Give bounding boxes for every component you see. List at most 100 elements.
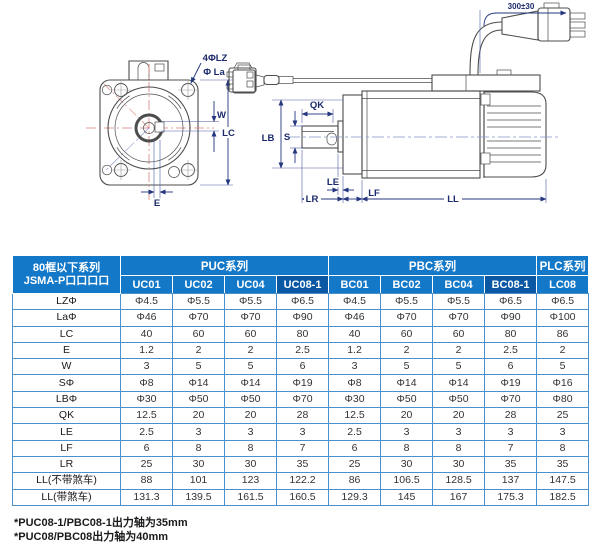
dim-label-body-length: LL [447,194,459,205]
spec-value-cell: 161.5 [224,488,277,506]
dim-label-cable-length: 300±30 [508,2,535,11]
spec-row: LaΦ Φ46 Φ70 Φ70 Φ90 Φ46 Φ70 Φ70 Φ90 Φ100 [12,309,590,327]
spec-row-label: LE [12,423,121,441]
spec-value-cell: 3 [432,423,486,441]
dim-label-flange-thickness: LF [368,188,380,199]
series-header-cell: PBC系列 [328,255,538,276]
spec-row: LL(不带煞车) 88 101 123 122.2 86 106.5 128.5 137 147.… [12,472,590,490]
spec-value-cell: Φ50 [432,390,486,409]
spec-row-label: LBΦ [12,390,121,409]
spec-value-cell: Φ14 [380,374,434,392]
spec-value-cell: Φ6.5 [484,292,538,311]
spec-value-cell: 3 [120,358,173,376]
cooling-fins [487,105,541,163]
spec-row-label: LF [12,439,121,457]
spec-row-label: QK [12,407,121,425]
dim-label-shaft-diameter: S [284,132,290,143]
dim-label-shaft-length: LR [306,194,319,205]
spec-value-cell: 8 [172,439,225,457]
footnotes: *PUC08-1/PBC08-1出力轴为35mm *PUC08/PBC08出力轴… [14,516,188,544]
spec-value-cell: 2.5 [275,341,330,360]
spec-value-cell: 2 [432,341,486,360]
spec-value-cell: 128.5 [432,472,486,490]
spec-value-cell: 131.3 [120,488,173,506]
spec-table-head: 80框以下系列 JSMA-P口口口口 PUC系列 PBC系列 PLC系列 UC01 UC02… [12,255,590,294]
spec-value-cell: 3 [328,358,382,376]
spec-row-label: W [12,358,121,376]
spec-value-cell: 147.5 [536,472,590,490]
corner-title-line2: JSMA-P口口口口 [23,274,110,287]
spec-value-cell: 60 [432,325,486,343]
spec-value-cell: 167 [432,488,486,506]
spec-value-cell: 3 [380,423,434,441]
spec-value-cell: 3 [172,423,225,441]
dim-label-boss: LE [327,177,339,188]
dim-label-frame-size: LC [222,128,235,139]
spec-value-cell: 175.3 [484,488,538,506]
spec-value-cell: 1.2 [328,341,382,360]
series-header-cell: PLC系列 [536,255,590,276]
spec-value-cell: 30 [172,455,225,474]
spec-value-cell: 8 [536,439,590,457]
spec-value-cell: 30 [380,455,434,474]
spec-value-cell: 5 [380,358,434,376]
spec-value-cell: 101 [172,472,225,490]
spec-value-cell: Φ5.5 [432,292,486,311]
spec-value-cell: Φ50 [380,390,434,409]
spec-row-label: LL(不带煞车) [12,472,121,490]
mounting-holes [101,80,198,180]
spec-value-cell: Φ30 [328,390,382,409]
spec-value-cell: 20 [172,407,225,425]
corner-title-line1: 80框以下系列 [32,261,101,274]
power-cable [469,2,586,76]
spec-value-cell: 8 [380,439,434,457]
spec-value-cell: 30 [432,455,486,474]
spec-value-cell: Φ4.5 [120,292,173,311]
spec-value-cell: Φ14 [432,374,486,392]
spec-value-cell: 106.5 [380,472,434,490]
spec-value-cell: 3 [224,423,277,441]
spec-value-cell: 7 [484,439,538,457]
model-header-cell: BC04 [432,275,486,294]
spec-value-cell: Φ70 [484,390,538,409]
motor-front-view: 4ΦLZ Φ La W LC E [86,53,256,209]
spec-value-cell: 40 [120,325,173,343]
spec-row-label: E [12,341,121,360]
keyway-notch [154,121,165,133]
spec-value-cell: Φ4.5 [328,292,382,311]
spec-value-cell: 28 [275,407,330,425]
spec-value-cell: 40 [328,325,382,343]
spec-row: LZΦ Φ4.5 Φ5.5 Φ5.5 Φ6.5 Φ4.5 Φ5.5 Φ5.5 Φ6.5 Φ6.5 [12,292,590,311]
spec-table: 80框以下系列 JSMA-P口口口口 PUC系列 PBC系列 PLC系列 UC01 UC02… [12,255,590,506]
spec-value-cell: 3 [536,423,590,441]
dim-label-key-length: QK [310,100,324,111]
model-header-cell: UC04 [224,275,277,294]
spec-value-cell: Φ50 [172,390,225,409]
series-header-cell: PUC系列 [119,255,330,276]
dim-label-key-width: W [217,110,226,121]
spec-value-cell: Φ19 [275,374,330,392]
spec-value-cell: 6 [484,358,538,376]
spec-value-cell: 2 [536,341,590,360]
motor-side-view: 300±30 LB S QK [228,2,586,205]
spec-row: LL(带煞车) 131.3 139.5 161.5 160.5 129.3 145 167 17… [12,488,590,506]
spec-row: LE 2.5 3 3 3 2.5 3 3 3 3 [12,423,590,441]
spec-value-cell: 2.5 [120,423,173,441]
spec-row-label: SΦ [12,374,121,392]
spec-value-cell: Φ8 [120,374,173,392]
spec-row: LR 25 30 30 35 25 30 30 35 35 [12,455,590,474]
spec-value-cell: Φ90 [484,309,538,327]
spec-value-cell: 60 [380,325,434,343]
spec-value-cell: 80 [275,325,330,343]
spec-value-cell: 2 [172,341,225,360]
spec-value-cell: 12.5 [328,407,382,425]
model-header-cell: BC01 [328,275,382,294]
dim-label-pilot-diameter: LB [262,133,275,144]
dimension-drawing: 4ΦLZ Φ La W LC E [86,2,586,209]
spec-value-cell: Φ6.5 [536,292,590,311]
spec-value-cell: Φ70 [172,309,225,327]
spec-value-cell: Φ16 [536,374,590,392]
model-header-row: UC01 UC02 UC04 UC08-1 BC01 BC02 BC04 BC08-1 LC08 [13,275,590,294]
